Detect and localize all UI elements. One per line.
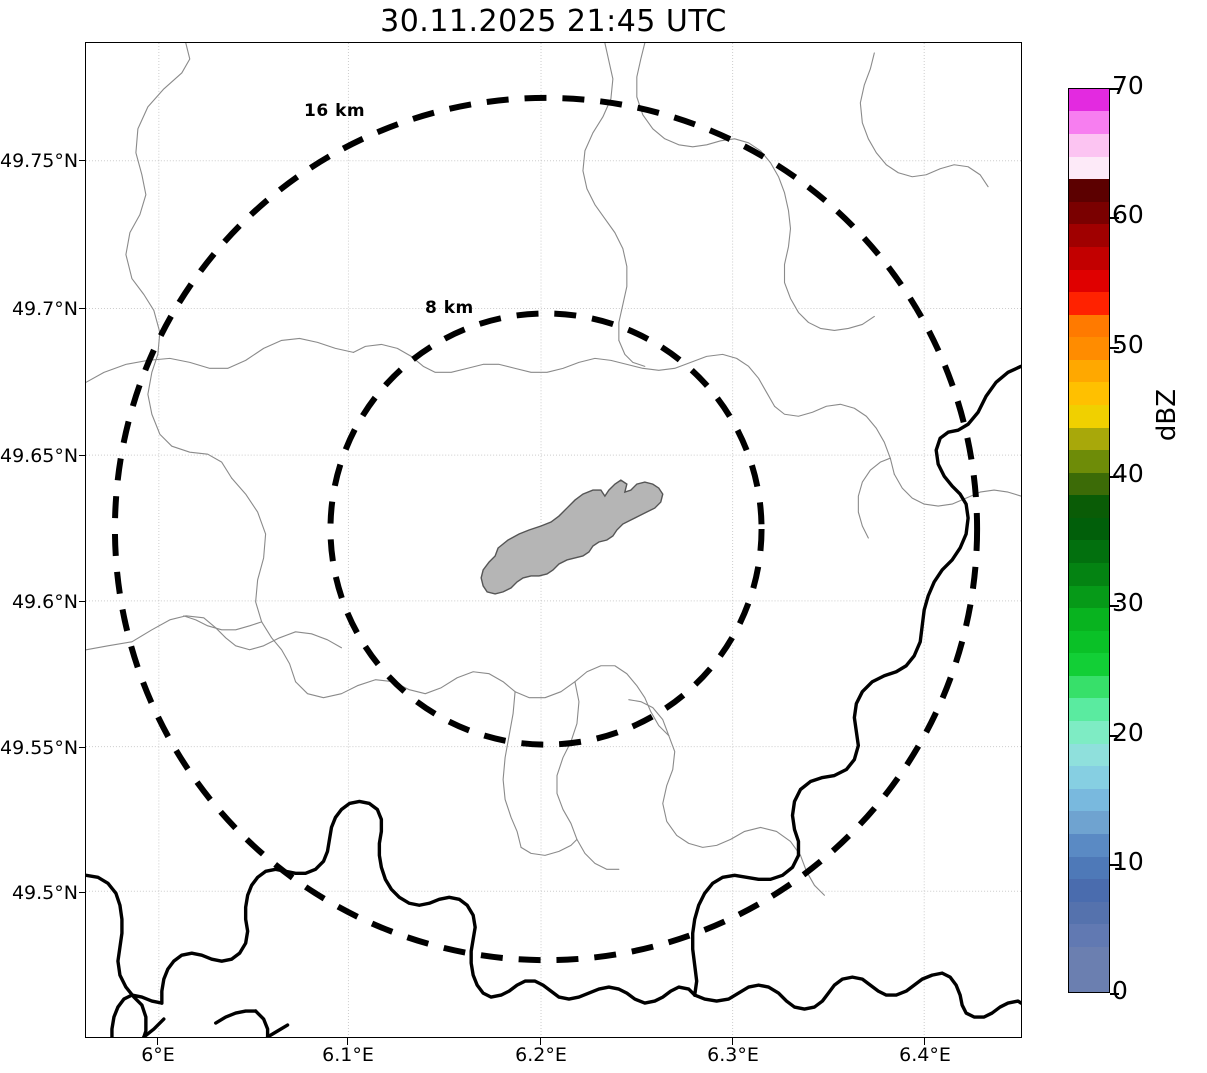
y-tick-mark-2	[79, 455, 86, 457]
colorbar-band-3	[1069, 901, 1109, 925]
colorbar-tick-mark-70	[1110, 88, 1119, 90]
x-tick-label-0: 6°E	[141, 1044, 175, 1066]
colorbar-band-8	[1069, 788, 1109, 812]
colorbar-band-22	[1069, 472, 1109, 496]
x-tick-mark-1	[347, 1038, 349, 1045]
national-border	[86, 364, 1021, 1037]
colorbar-band-18	[1069, 563, 1109, 586]
colorbar-band-19	[1069, 540, 1109, 564]
y-tick-label-2: 49.65°N	[0, 445, 79, 467]
colorbar-band-39	[1069, 89, 1109, 112]
x-tick-label-3: 6.3°E	[707, 1044, 759, 1066]
colorbar-band-28	[1069, 337, 1109, 360]
y-tick-mark-4	[79, 747, 86, 749]
colorbar-tick-label-40: 40	[1112, 459, 1144, 488]
colorbar-tick-mark-60	[1110, 217, 1119, 219]
y-tick-label-3: 49.6°N	[11, 591, 78, 613]
range-ring-8km	[327, 310, 765, 748]
colorbar-tick-label-70: 70	[1112, 71, 1144, 100]
colorbar-band-24	[1069, 427, 1109, 451]
colorbar-band-36	[1069, 156, 1109, 180]
colorbar-band-7	[1069, 811, 1109, 834]
colorbar[interactable]	[1068, 88, 1110, 993]
colorbar-tick-label-30: 30	[1112, 588, 1144, 617]
colorbar-band-20	[1069, 517, 1109, 541]
colorbar-band-12	[1069, 698, 1109, 722]
colorbar-band-34	[1069, 201, 1109, 225]
colorbar-tick-label-50: 50	[1112, 330, 1144, 359]
y-tick-label-4: 49.55°N	[0, 737, 79, 759]
range-ring-label-16km: 16 km	[304, 101, 366, 121]
x-tick-label-4: 6.4°E	[899, 1044, 951, 1066]
colorbar-band-13	[1069, 675, 1109, 699]
colorbar-band-31	[1069, 269, 1109, 293]
x-tick-mark-3	[732, 1038, 734, 1045]
page-title: 30.11.2025 21:45 UTC	[380, 4, 727, 39]
range-ring-16km	[111, 94, 981, 964]
y-tick-mark-0	[79, 160, 86, 162]
colorbar-band-29	[1069, 314, 1109, 338]
radar-map-plot[interactable]: 16 km 8 km	[85, 42, 1022, 1038]
colorbar-tick-mark-50	[1110, 347, 1119, 349]
administrative-boundaries	[86, 43, 1021, 896]
colorbar-band-25	[1069, 404, 1109, 428]
colorbar-tick-label-0: 0	[1112, 976, 1128, 1005]
colorbar-band-14	[1069, 653, 1109, 676]
colorbar-tick-label-10: 10	[1112, 847, 1144, 876]
colorbar-band-15	[1069, 630, 1109, 654]
colorbar-band-10	[1069, 743, 1109, 767]
y-tick-label-5: 49.5°N	[11, 882, 78, 904]
colorbar-band-23	[1069, 450, 1109, 473]
range-ring-label-8km: 8 km	[425, 298, 474, 318]
x-tick-mark-0	[157, 1038, 159, 1045]
colorbar-band-1	[1069, 946, 1109, 970]
colorbar-band-4	[1069, 879, 1109, 902]
map-canvas	[86, 43, 1021, 1037]
x-tick-label-1: 6.1°E	[322, 1044, 374, 1066]
x-tick-label-2: 6.2°E	[515, 1044, 567, 1066]
colorbar-band-35	[1069, 179, 1109, 202]
colorbar-band-33	[1069, 224, 1109, 247]
colorbar-axis-label: dBZ	[1152, 388, 1182, 442]
colorbar-band-17	[1069, 585, 1109, 609]
x-tick-mark-2	[540, 1038, 542, 1045]
y-tick-mark-5	[79, 892, 86, 894]
colorbar-tick-mark-40	[1110, 476, 1119, 478]
colorbar-band-2	[1069, 924, 1109, 947]
range-rings	[111, 94, 981, 964]
colorbar-tick-label-60: 60	[1112, 200, 1144, 229]
y-tick-label-0: 49.75°N	[0, 150, 79, 172]
colorbar-band-21	[1069, 495, 1109, 518]
colorbar-band-0	[1069, 969, 1109, 992]
colorbar-band-30	[1069, 292, 1109, 315]
x-tick-mark-4	[924, 1038, 926, 1045]
y-tick-label-1: 49.7°N	[11, 298, 78, 320]
colorbar-band-38	[1069, 111, 1109, 135]
colorbar-band-32	[1069, 246, 1109, 270]
colorbar-band-37	[1069, 134, 1109, 157]
colorbar-tick-mark-10	[1110, 864, 1119, 866]
colorbar-band-9	[1069, 766, 1109, 789]
colorbar-band-11	[1069, 721, 1109, 744]
colorbar-band-16	[1069, 608, 1109, 631]
colorbar-tick-mark-30	[1110, 605, 1119, 607]
colorbar-tick-label-20: 20	[1112, 718, 1144, 747]
colorbar-tick-mark-20	[1110, 735, 1119, 737]
colorbar-band-5	[1069, 856, 1109, 880]
colorbar-band-26	[1069, 382, 1109, 405]
y-tick-mark-3	[79, 601, 86, 603]
colorbar-band-6	[1069, 833, 1109, 857]
colorbar-tick-mark-0	[1110, 993, 1119, 995]
colorbar-band-27	[1069, 359, 1109, 383]
y-tick-mark-1	[79, 308, 86, 310]
highlighted-commune-polygon	[480, 479, 664, 595]
